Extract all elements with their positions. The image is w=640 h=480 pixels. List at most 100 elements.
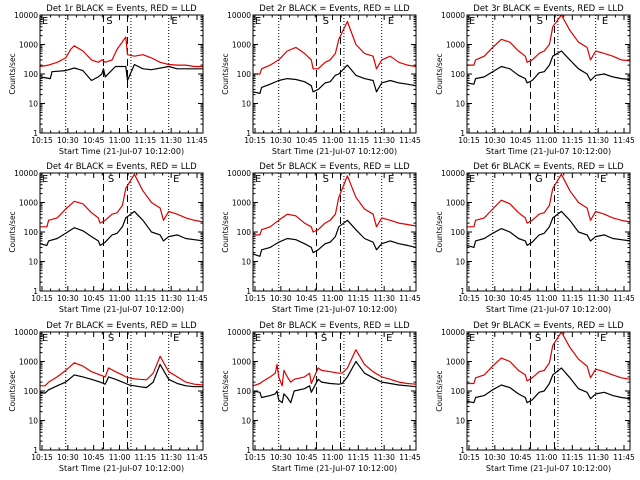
y-axis-label: Counts/sec [8,53,17,94]
x-axis-label: Start Time (21-Jul-07 10:12:00) [59,147,184,156]
y-tick-label: 10 [455,100,465,109]
event-marker-label: S [535,333,541,344]
chart-title: Det 1r BLACK = Events, RED = LLD [46,4,197,14]
event-marker-label: G [535,174,543,185]
chart-panel-6: Det 6r BLACK = Events, RED = LLD 1 10 100 10… [435,162,635,314]
y-axis-label: Counts/sec [435,53,444,94]
plot-frame [39,331,204,451]
x-axis-label: Start Time (21-Jul-07 10:12:00) [486,147,611,156]
y-tick-label: 10 [241,417,251,426]
y-tick-label: 10 [28,417,38,426]
chart-panel-4: Det 4r BLACK = Events, RED = LLD 1 10 100 10… [8,162,208,314]
y-tick-label: 10000 [14,11,38,20]
y-axis-label: Counts/sec [435,370,444,411]
y-tick-label: 10000 [14,169,38,178]
x-tick-label: 10:45 [296,294,318,303]
y-tick-label: 1000 [232,199,251,208]
event-marker-label: E [42,16,48,27]
event-marker-label: E [602,16,608,27]
y-axis-label: Counts/sec [8,211,17,252]
x-tick-label: 11:30 [373,294,395,303]
y-tick-label: 10000 [227,169,251,178]
event-marker-label: E [388,174,394,185]
x-tick-label: 11:45 [186,136,208,145]
x-tick-label: 11:45 [186,453,208,462]
chart-panel-7: Det 7r BLACK = Events, RED = LLD 1 10 100 10… [8,321,208,473]
y-tick-label: 1 [246,129,251,138]
y-tick-label: 1000 [446,41,465,50]
y-tick-label: 1000 [446,199,465,208]
event-marker-label: S [106,16,112,27]
y-tick-label: 1000 [19,358,38,367]
y-tick-label: 1 [33,129,38,138]
y-tick-label: 10000 [441,11,465,20]
x-tick-label: 10:15 [244,294,266,303]
x-tick-label: 10:30 [484,294,506,303]
y-tick-label: 100 [237,70,252,79]
lld-series-line [252,349,417,387]
lld-series-line [253,175,417,236]
x-tick-label: 10:15 [244,136,266,145]
y-tick-label: 1000 [232,358,251,367]
y-tick-label: 1 [33,446,38,455]
event-marker-label: S [323,174,329,185]
chart-title: Det 7r BLACK = Events, RED = LLD [46,321,197,331]
x-tick-label: 10:15 [458,453,480,462]
chart-title: Det 4r BLACK = Events, RED = LLD [46,162,197,172]
x-tick-label: 11:45 [399,294,421,303]
events-series-line [252,360,417,404]
y-tick-label: 10 [455,258,465,267]
x-tick-label: 11:30 [373,136,395,145]
x-tick-label: 10:15 [458,294,480,303]
y-tick-label: 100 [237,228,252,237]
x-tick-label: 11:15 [562,453,584,462]
x-axis-label: Start Time (21-Jul-07 10:12:00) [272,147,397,156]
x-tick-label: 10:30 [484,136,506,145]
y-tick-label: 10 [28,258,38,267]
x-tick-label: 11:00 [322,136,344,145]
x-tick-label: 11:00 [109,136,131,145]
x-tick-label: 10:30 [270,136,292,145]
chart-title: Det 6r BLACK = Events, RED = LLD [473,162,624,172]
x-tick-label: 11:45 [399,453,421,462]
chart-panel-3: Det 3r BLACK = Events, RED = LLD 1 10 100 10… [435,4,635,156]
plot-frame [252,14,417,134]
chart-title: Det 5r BLACK = Events, RED = LLD [259,162,410,172]
y-tick-label: 10000 [441,169,465,178]
event-marker-label: E [386,333,392,344]
x-tick-label: 10:30 [57,453,79,462]
y-tick-label: 100 [24,387,39,396]
y-axis-label: Counts/sec [435,211,444,252]
y-tick-label: 100 [24,228,39,237]
x-tick-label: 11:00 [322,294,344,303]
lld-series-line [467,173,631,228]
x-tick-label: 10:45 [510,136,532,145]
y-tick-label: 100 [24,70,39,79]
chart-title: Det 8r BLACK = Events, RED = LLD [259,321,410,331]
x-tick-label: 11:00 [109,294,131,303]
event-marker-label: E [42,333,48,344]
event-marker-label: E [171,16,177,27]
chart-panel-1: Det 1r BLACK = Events, RED = LLD 1 10 100 10… [8,4,208,156]
event-marker-label: S [108,174,114,185]
x-tick-label: 11:15 [348,136,370,145]
x-tick-label: 10:45 [83,294,105,303]
x-tick-label: 11:30 [160,136,182,145]
event-marker-label: E [255,333,261,344]
x-tick-label: 11:45 [399,136,421,145]
y-tick-label: 1 [246,287,251,296]
x-tick-label: 11:15 [562,294,584,303]
y-tick-label: 100 [451,228,466,237]
x-axis-label: Start Time (21-Jul-07 10:12:00) [272,305,397,314]
events-series-line [252,64,417,94]
y-tick-label: 100 [237,387,252,396]
x-axis-label: Start Time (21-Jul-07 10:12:00) [486,305,611,314]
event-marker-label: E [173,174,179,185]
x-tick-label: 11:00 [536,453,558,462]
x-tick-label: 11:15 [135,136,157,145]
event-marker-label: E [469,333,475,344]
y-tick-label: 10 [241,258,251,267]
y-tick-label: 1 [33,287,38,296]
lld-series-line [40,355,204,387]
chart-title: Det 9r BLACK = Events, RED = LLD [473,321,624,331]
